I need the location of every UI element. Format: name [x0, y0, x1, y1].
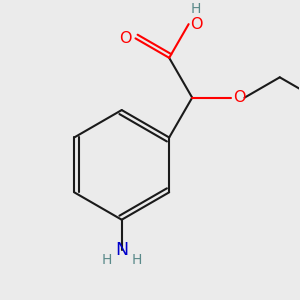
Text: H: H — [102, 253, 112, 267]
Text: H: H — [190, 2, 201, 16]
Text: O: O — [233, 90, 246, 105]
Text: O: O — [119, 31, 131, 46]
Text: H: H — [131, 253, 142, 267]
Text: N: N — [115, 242, 128, 260]
Text: O: O — [190, 16, 203, 32]
